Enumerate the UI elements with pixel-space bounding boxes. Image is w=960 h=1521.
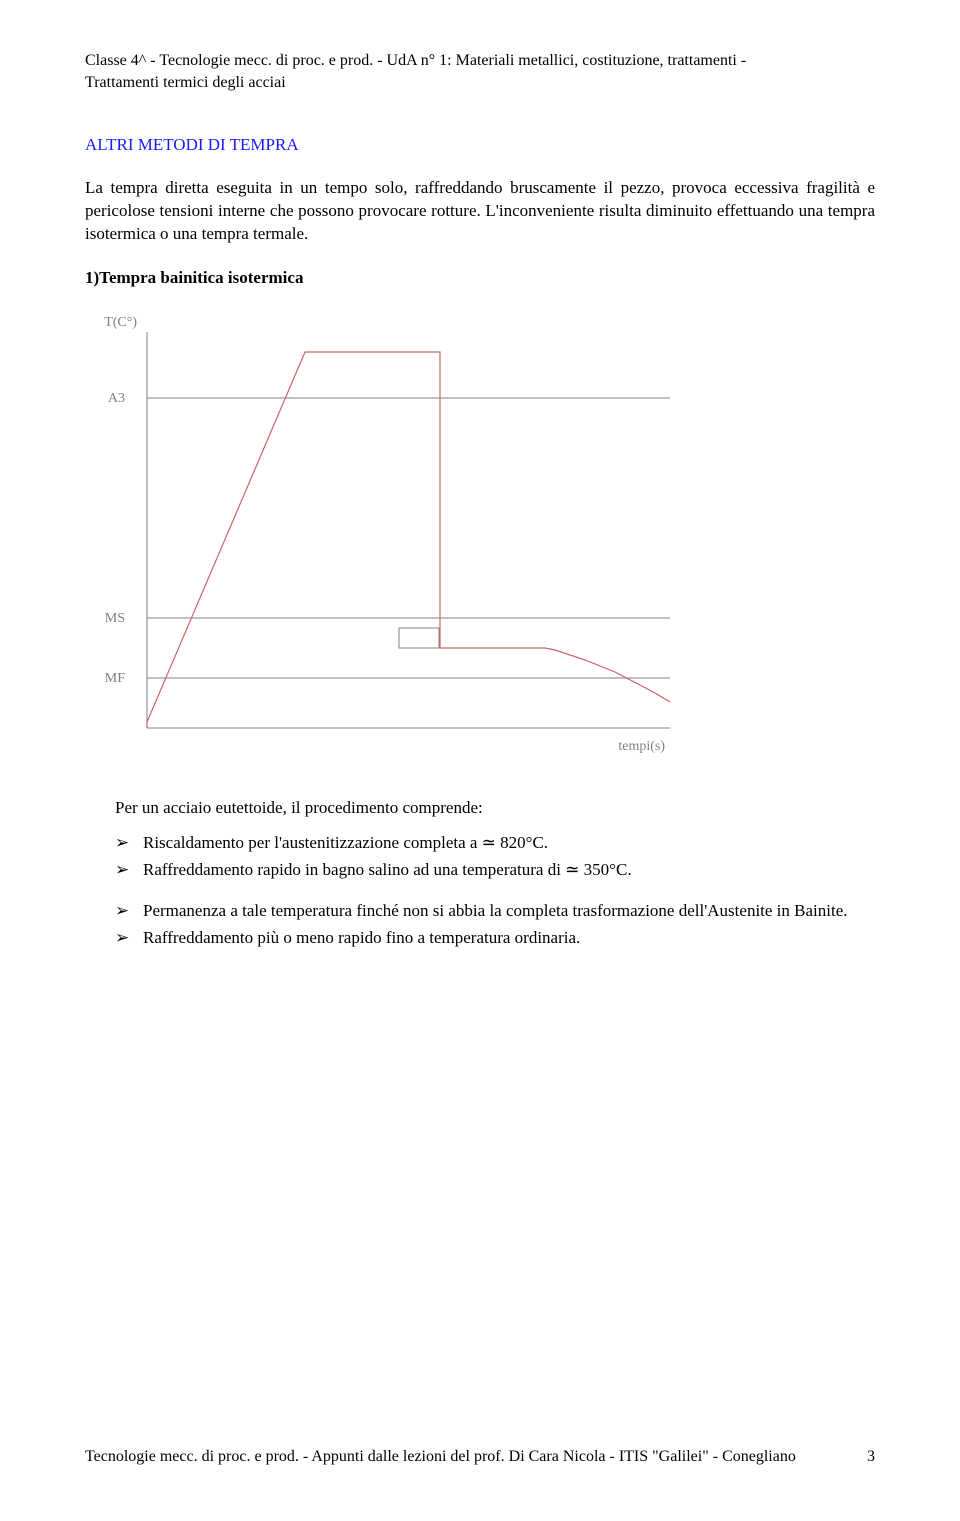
svg-text:A3: A3 [108, 391, 125, 406]
temperature-time-chart: T(C°) tempi(s) A3 MS MF [95, 308, 695, 773]
svg-text:MF: MF [105, 671, 125, 686]
list-intro: Per un acciaio eutettoide, il procedimen… [85, 798, 875, 818]
svg-text:T(C°): T(C°) [104, 315, 137, 330]
bullet-list-b: Permanenza a tale temperatura finché non… [85, 900, 875, 950]
bullet-list-a: Riscaldamento per l'austenitizzazione co… [85, 832, 875, 882]
svg-text:MS: MS [105, 611, 125, 626]
list-item: Permanenza a tale temperatura finché non… [115, 900, 875, 923]
intro-paragraph: La tempra diretta eseguita in un tempo s… [85, 177, 875, 246]
subheading: 1)Tempra bainitica isotermica [85, 268, 875, 288]
section-title: ALTRI METODI DI TEMPRA [85, 135, 875, 155]
header-line-1: Classe 4^ - Tecnologie mecc. di proc. e … [85, 52, 746, 69]
footer-text: Tecnologie mecc. di proc. e prod. - Appu… [85, 1448, 796, 1466]
header-line-2: Trattamenti termici degli acciai [85, 74, 286, 91]
list-item: Raffreddamento più o meno rapido fino a … [115, 927, 875, 950]
list-item: Raffreddamento rapido in bagno salino ad… [115, 859, 875, 882]
page-number: 3 [867, 1448, 875, 1466]
svg-text:tempi(s): tempi(s) [618, 739, 665, 754]
page-header: Classe 4^ - Tecnologie mecc. di proc. e … [85, 50, 875, 93]
list-item: Riscaldamento per l'austenitizzazione co… [115, 832, 875, 855]
page-footer: Tecnologie mecc. di proc. e prod. - Appu… [85, 1448, 875, 1466]
